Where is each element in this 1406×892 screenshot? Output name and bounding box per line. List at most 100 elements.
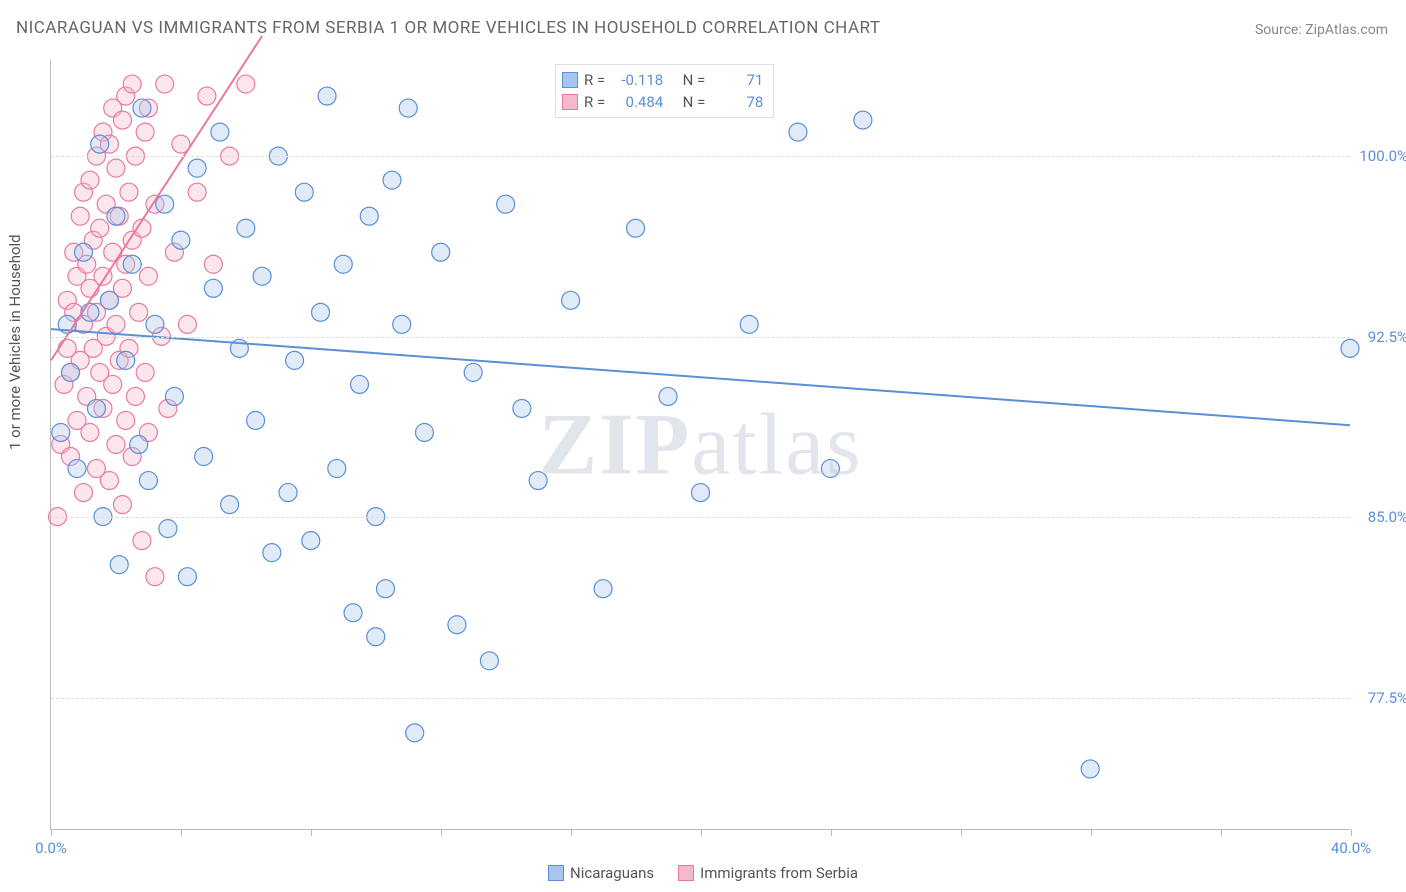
data-point-nicaraguans [376, 580, 394, 598]
legend-swatch-serbia [678, 865, 694, 881]
data-point-serbia [100, 472, 118, 490]
data-point-nicaraguans [211, 123, 229, 141]
x-tick [701, 829, 702, 836]
data-point-nicaraguans [351, 375, 369, 393]
data-point-serbia [113, 111, 131, 129]
r-value-serbia: 0.484 [611, 91, 663, 113]
x-tick [311, 829, 312, 836]
legend-item-nicaraguans: Nicaraguans [548, 864, 654, 882]
data-point-nicaraguans [497, 195, 515, 213]
y-tick-label: 77.5% [1356, 689, 1406, 707]
data-point-nicaraguans [383, 171, 401, 189]
data-point-nicaraguans [594, 580, 612, 598]
data-point-nicaraguans [286, 351, 304, 369]
x-tick [831, 829, 832, 836]
gridline [51, 517, 1350, 518]
data-point-nicaraguans [1081, 760, 1099, 778]
x-tick [1221, 829, 1222, 836]
data-point-nicaraguans [562, 291, 580, 309]
data-point-nicaraguans [123, 255, 141, 273]
data-point-serbia [104, 375, 122, 393]
gridline [51, 156, 1350, 157]
data-point-serbia [81, 423, 99, 441]
chart-svg [51, 60, 1350, 829]
data-point-nicaraguans [821, 460, 839, 478]
plot-area: ZIPatlas R = -0.118 N = 71 R = 0.484 N =… [50, 60, 1350, 830]
y-tick-label: 92.5% [1356, 328, 1406, 346]
data-point-nicaraguans [328, 460, 346, 478]
data-point-serbia [123, 75, 141, 93]
data-point-nicaraguans [81, 303, 99, 321]
data-point-nicaraguans [204, 279, 222, 297]
data-point-serbia [91, 219, 109, 237]
data-point-nicaraguans [406, 724, 424, 742]
y-tick-label: 100.0% [1356, 147, 1406, 165]
data-point-nicaraguans [247, 411, 265, 429]
data-point-nicaraguans [195, 448, 213, 466]
data-point-nicaraguans [110, 556, 128, 574]
data-point-serbia [204, 255, 222, 273]
data-point-nicaraguans [513, 399, 531, 417]
data-point-nicaraguans [302, 532, 320, 550]
data-point-nicaraguans [159, 520, 177, 538]
legend-label-nicaraguans: Nicaraguans [570, 864, 654, 882]
data-point-nicaraguans [237, 219, 255, 237]
data-point-serbia [107, 159, 125, 177]
data-point-nicaraguans [393, 315, 411, 333]
gridline [51, 337, 1350, 338]
n-value-nicaraguans: 71 [711, 69, 763, 91]
x-tick-label: 0.0% [35, 839, 67, 857]
n-value-serbia: 78 [711, 91, 763, 113]
data-point-serbia [126, 387, 144, 405]
data-point-nicaraguans [279, 484, 297, 502]
data-point-serbia [107, 315, 125, 333]
data-point-nicaraguans [360, 207, 378, 225]
data-point-nicaraguans [87, 399, 105, 417]
legend-label-serbia: Immigrants from Serbia [700, 864, 858, 882]
data-point-nicaraguans [188, 159, 206, 177]
data-point-serbia [130, 303, 148, 321]
data-point-nicaraguans [448, 616, 466, 634]
source-label: Source: ZipAtlas.com [1255, 22, 1388, 38]
data-point-nicaraguans [139, 472, 157, 490]
data-point-serbia [74, 484, 92, 502]
swatch-serbia [562, 94, 578, 110]
swatch-nicaraguans [562, 72, 578, 88]
data-point-serbia [117, 411, 135, 429]
data-point-nicaraguans [61, 363, 79, 381]
data-point-nicaraguans [334, 255, 352, 273]
x-tick [51, 829, 52, 836]
data-point-nicaraguans [854, 111, 872, 129]
data-point-nicaraguans [146, 315, 164, 333]
data-point-nicaraguans [74, 243, 92, 261]
data-point-nicaraguans [172, 231, 190, 249]
data-point-nicaraguans [464, 363, 482, 381]
data-point-serbia [133, 532, 151, 550]
data-point-nicaraguans [52, 423, 70, 441]
data-point-nicaraguans [263, 544, 281, 562]
data-point-nicaraguans [344, 604, 362, 622]
data-point-nicaraguans [399, 99, 417, 117]
data-point-nicaraguans [133, 99, 151, 117]
data-point-serbia [146, 568, 164, 586]
data-point-nicaraguans [432, 243, 450, 261]
data-point-nicaraguans [221, 496, 239, 514]
data-point-nicaraguans [107, 207, 125, 225]
x-tick [181, 829, 182, 836]
gridline [51, 698, 1350, 699]
data-point-nicaraguans [318, 87, 336, 105]
data-point-nicaraguans [692, 484, 710, 502]
data-point-nicaraguans [100, 291, 118, 309]
x-tick-label: 40.0% [1331, 839, 1371, 857]
x-tick [961, 829, 962, 836]
r-value-nicaraguans: -0.118 [611, 69, 663, 91]
data-point-nicaraguans [529, 472, 547, 490]
data-point-nicaraguans [295, 183, 313, 201]
x-tick [1351, 829, 1352, 836]
data-point-nicaraguans [117, 351, 135, 369]
x-tick [1091, 829, 1092, 836]
data-point-nicaraguans [789, 123, 807, 141]
chart-title: NICARAGUAN VS IMMIGRANTS FROM SERBIA 1 O… [16, 18, 881, 38]
data-point-serbia [156, 75, 174, 93]
data-point-nicaraguans [253, 267, 271, 285]
